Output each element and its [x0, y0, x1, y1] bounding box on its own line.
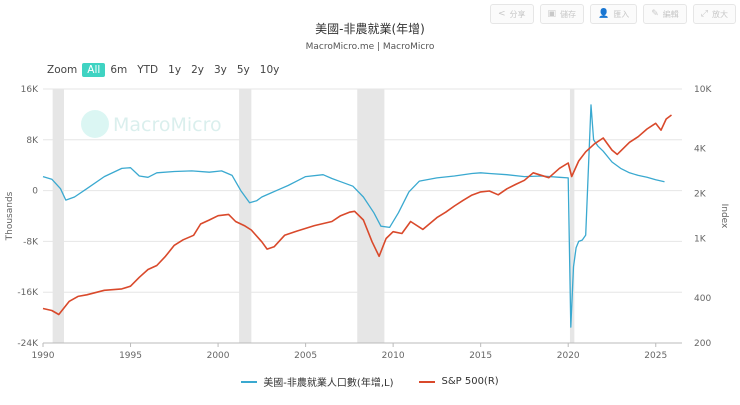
save-icon: ▣ — [547, 9, 557, 19]
expand-icon: ⤢ — [700, 9, 708, 19]
chart-title: 美國-非農就業(年增) — [315, 22, 425, 36]
left-tick-label: 0 — [32, 187, 38, 197]
watermark: MacroMicro — [81, 110, 222, 138]
legend-swatch-sp500 — [419, 380, 436, 383]
toolbar-button-label: 編輯 — [662, 9, 679, 19]
chart-subtitle: MacroMicro.me | MacroMicro — [305, 42, 435, 52]
zoom-option-3y[interactable]: 3y — [213, 64, 227, 76]
edit-icon: ✎ — [651, 9, 659, 19]
legend-item-sp500[interactable]: S&P 500(R) — [419, 374, 499, 389]
toolbar-button-label: 分享 — [509, 9, 526, 19]
right-tick-label: 4K — [694, 144, 707, 154]
zoom-option-6m[interactable]: 6m — [110, 64, 128, 76]
zoom-selector: Zoom All 6m YTD 1y 2y 3y 5y 10y — [47, 63, 284, 77]
recession-band — [52, 89, 65, 343]
edit-button[interactable]: ✎ 編輯 — [643, 4, 687, 24]
right-tick-label: 10K — [694, 85, 712, 95]
zoom-option-2y[interactable]: 2y — [191, 64, 204, 76]
left-tick-label: 16K — [21, 85, 39, 95]
x-tick-label: 2015 — [469, 351, 492, 361]
watermark-text: MacroMicro — [113, 114, 222, 136]
legend-item-jobs[interactable]: 美國-非農就業人口數(年增,L) — [241, 374, 393, 389]
right-tick-label: 2K — [694, 189, 707, 199]
x-tick-label: 2010 — [382, 351, 405, 361]
series-line-sp500 — [42, 114, 672, 316]
zoom-option-1y[interactable]: 1y — [168, 64, 182, 76]
recession-band — [357, 89, 385, 343]
legend: 美國-非農就業人口數(年增,L) S&P 500(R) — [0, 374, 740, 389]
toolbar-button-label: 匯入 — [613, 9, 630, 19]
save-button[interactable]: ▣ 儲存 — [539, 4, 585, 24]
user-button[interactable]: 👤 匯入 — [590, 4, 638, 24]
legend-swatch-jobs — [241, 380, 258, 383]
left-axis-title: Thousands — [5, 191, 15, 241]
right-axis-title: Index — [719, 204, 729, 229]
zoom-option-all[interactable]: All — [82, 63, 106, 77]
x-tick-label: 2000 — [207, 351, 230, 361]
zoom-label: Zoom — [47, 64, 78, 76]
share-icon: < — [497, 9, 506, 19]
toolbar-button-label: 儲存 — [560, 9, 577, 19]
legend-label-jobs: 美國-非農就業人口數(年增,L) — [263, 378, 394, 389]
zoom-option-ytd[interactable]: YTD — [137, 64, 159, 76]
recession-band — [239, 89, 252, 343]
left-tick-label: -16K — [17, 288, 39, 298]
left-tick-label: -24K — [17, 339, 39, 349]
left-tick-label: -8K — [23, 237, 39, 247]
x-tick-label: 2005 — [294, 351, 317, 361]
x-tick-label: 1990 — [32, 351, 55, 361]
series-line-jobs — [42, 104, 665, 328]
zoom-option-10y[interactable]: 10y — [259, 64, 280, 76]
recession-band — [569, 89, 575, 343]
left-tick-label: 8K — [26, 136, 39, 146]
x-tick-label: 1995 — [119, 351, 142, 361]
legend-label-sp500: S&P 500(R) — [441, 376, 499, 387]
watermark-logo-icon — [81, 110, 109, 138]
share-button[interactable]: < 分享 — [489, 4, 534, 24]
right-tick-label: 200 — [694, 339, 711, 349]
chart-toolbar: < 分享 ▣ 儲存 👤 匯入 ✎ 編輯 ⤢ 放大 — [489, 4, 736, 24]
expand-button[interactable]: ⤢ 放大 — [692, 4, 736, 24]
x-tick-label: 2025 — [644, 351, 667, 361]
toolbar-button-label: 放大 — [712, 9, 728, 19]
user-icon: 👤 — [598, 9, 610, 19]
right-tick-label: 400 — [694, 294, 711, 304]
right-tick-label: 1K — [694, 235, 707, 245]
x-tick-label: 2020 — [557, 351, 580, 361]
zoom-option-5y[interactable]: 5y — [236, 64, 250, 76]
